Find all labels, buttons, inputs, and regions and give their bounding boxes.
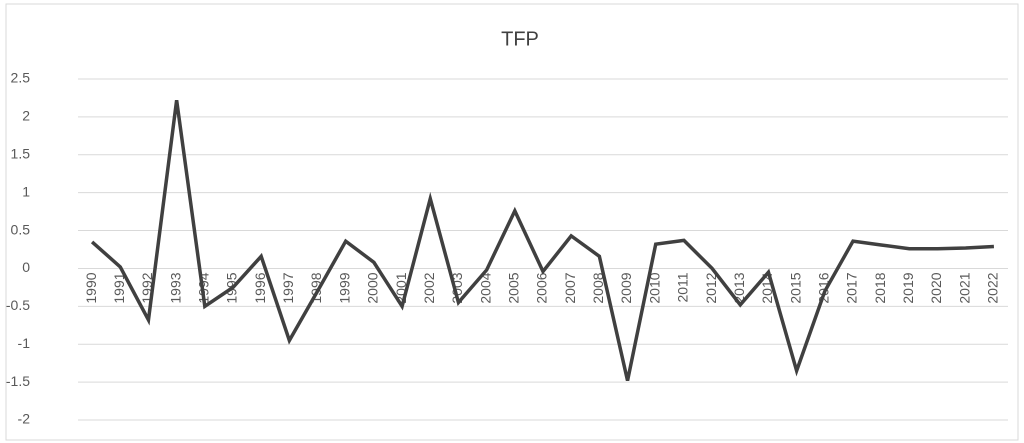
x-tick-label: 2002 bbox=[421, 272, 437, 303]
x-tick-label: 1998 bbox=[308, 272, 324, 303]
chart-frame bbox=[5, 3, 1019, 441]
y-tick-label: -1 bbox=[18, 335, 31, 351]
x-tick-label: 1990 bbox=[83, 272, 99, 303]
y-tick-label: 0.5 bbox=[11, 221, 31, 237]
x-tick-label: 2016 bbox=[816, 272, 832, 303]
x-tick-label: 2004 bbox=[477, 272, 493, 303]
x-tick-label: 2020 bbox=[928, 272, 944, 303]
x-tick-label: 2017 bbox=[844, 272, 860, 303]
y-tick-label: 2 bbox=[22, 108, 30, 124]
x-tick-label: 1996 bbox=[252, 272, 268, 303]
x-tick-label: 1999 bbox=[336, 272, 352, 303]
x-tick-label: 1997 bbox=[280, 272, 296, 303]
y-tick-label: 0 bbox=[22, 259, 30, 275]
x-tick-label: 2022 bbox=[985, 272, 1001, 303]
x-tick-label: 2019 bbox=[900, 272, 916, 303]
x-tick-label: 1991 bbox=[111, 272, 127, 303]
x-tick-label: 2007 bbox=[562, 272, 578, 303]
x-tick-label: 2006 bbox=[534, 272, 550, 303]
x-tick-label: 2012 bbox=[703, 272, 719, 303]
x-tick-label: 2021 bbox=[956, 272, 972, 303]
x-tick-label: 2010 bbox=[646, 272, 662, 303]
x-tick-label: 2005 bbox=[506, 272, 522, 303]
x-tick-label: 2015 bbox=[787, 272, 803, 303]
y-tick-label: -0.5 bbox=[6, 297, 30, 313]
x-tick-label: 1993 bbox=[167, 272, 183, 303]
y-tick-label: 1.5 bbox=[11, 145, 31, 161]
y-tick-label: 2.5 bbox=[11, 70, 31, 86]
y-tick-label: -2 bbox=[18, 411, 31, 427]
x-tick-label: 2011 bbox=[675, 272, 691, 302]
x-tick-label: 2000 bbox=[365, 272, 381, 303]
y-tick-label: -1.5 bbox=[6, 373, 30, 389]
data-line bbox=[90, 99, 995, 381]
x-tick-label: 2009 bbox=[618, 272, 634, 303]
x-tick-label: 2008 bbox=[590, 272, 606, 303]
chart-title: TFP bbox=[501, 28, 539, 50]
y-tick-label: 1 bbox=[22, 183, 30, 199]
x-tick-label: 2018 bbox=[872, 272, 888, 303]
